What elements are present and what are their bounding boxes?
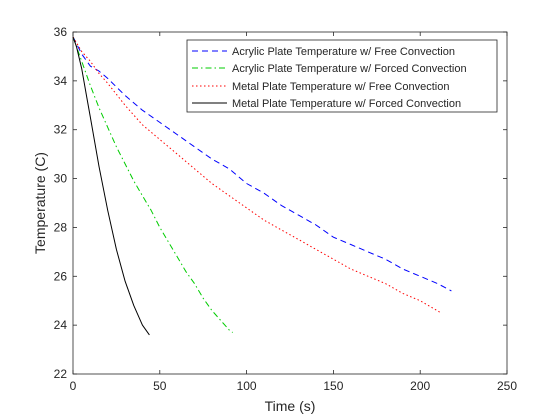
y-tick-label-1: 24 [54,318,68,332]
x-tick-label-5: 250 [497,379,517,393]
legend-label-metal-forced: Metal Plate Temperature w/ Forced Convec… [232,98,461,110]
x-axis-label: Time (s) [265,398,316,414]
tick-layer: 0 50 100 150 200 250 22 24 26 28 30 32 34 36 [54,25,518,393]
y-tick-label-2: 26 [54,269,68,283]
legend-label-metal-free: Metal Plate Temperature w/ Free Convecti… [232,81,449,93]
y-axis-label: Temperature (C) [32,152,48,254]
x-tick-label-3: 150 [323,379,343,393]
x-tick-label-2: 100 [237,379,257,393]
y-tick-label-5: 32 [54,123,68,137]
series-layer [72,36,452,336]
y-tick-label-0: 22 [54,367,68,381]
series-line-0 [72,36,452,292]
y-tick-label-6: 34 [54,74,68,88]
x-tick-label-1: 50 [153,379,167,393]
plot-frame [72,31,508,375]
legend: Acrylic Plate Temperature w/ Free Convec… [186,39,498,113]
y-tick-label-3: 28 [54,220,68,234]
x-tick-label-4: 200 [410,379,430,393]
y-tick-label-7: 36 [54,25,68,39]
series-line-3 [72,36,150,336]
legend-label-acrylic-free: Acrylic Plate Temperature w/ Free Convec… [232,46,455,58]
y-tick-label-4: 30 [54,172,68,186]
legend-box [186,39,498,113]
legend-label-acrylic-forced: Acrylic Plate Temperature w/ Forced Conv… [232,63,467,75]
series-line-2 [72,36,442,314]
x-tick-label-0: 0 [70,379,77,393]
